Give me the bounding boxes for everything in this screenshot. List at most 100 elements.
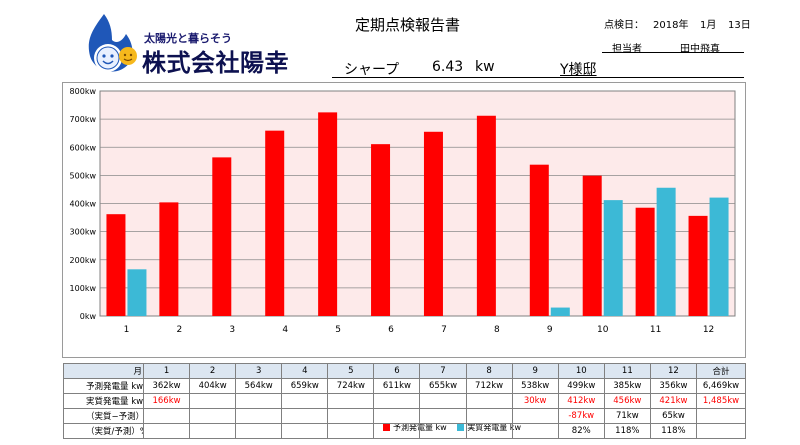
x-tick-label: 2 <box>177 325 183 335</box>
table-cell: 499kw <box>557 378 605 394</box>
table-header-cell: 8 <box>465 363 513 379</box>
y-tick-label: 100kw <box>70 284 97 293</box>
table-row-label: （実質/予測）% <box>63 423 144 439</box>
staff-name: 田中飛真 <box>680 44 720 55</box>
table-header-cell: 2 <box>189 363 237 379</box>
table-cell <box>465 423 513 439</box>
bar-forecast <box>423 131 443 316</box>
table-cell: 655kw <box>419 378 467 394</box>
table-cell <box>696 423 746 439</box>
table-cell <box>419 408 467 424</box>
table-cell <box>142 408 191 424</box>
table-cell: 421kw <box>649 393 698 409</box>
table-row: （実質/予測）% 82% 118% 118% <box>63 423 746 439</box>
table-cell: 404kw <box>189 378 237 394</box>
table-cell: 65kw <box>649 408 698 424</box>
x-tick-label: 3 <box>229 325 235 335</box>
table-header-cell: 合計 <box>696 363 746 379</box>
table-header-cell: 12 <box>649 363 698 379</box>
table-cell: -87kw <box>557 408 605 424</box>
bar-forecast <box>476 115 496 316</box>
table-header-cell: 3 <box>235 363 283 379</box>
table-row: 予測発電量 kw 362kw 404kw 564kw 659kw 724kw 611kw 65… <box>63 378 746 394</box>
y-tick-label: 500kw <box>70 171 97 180</box>
table-cell <box>327 423 375 439</box>
x-tick-label: 4 <box>282 325 288 335</box>
table-cell: 71kw <box>603 408 651 424</box>
table-cell <box>189 408 237 424</box>
x-tick-label: 8 <box>494 325 500 335</box>
table-cell: 712kw <box>465 378 513 394</box>
table-header-cell: 4 <box>281 363 329 379</box>
y-tick-label: 600kw <box>70 143 97 152</box>
y-tick-label: 800kw <box>70 87 97 96</box>
x-tick-label: 11 <box>650 325 661 335</box>
bar-actual <box>656 187 676 316</box>
bar-forecast <box>635 207 655 316</box>
table-header-cell: 10 <box>557 363 605 379</box>
table-cell <box>189 393 237 409</box>
table-cell: 659kw <box>281 378 329 394</box>
table-cell <box>419 393 467 409</box>
page-title: 定期点検報告書 <box>355 16 461 34</box>
table-cell <box>696 408 746 424</box>
table-cell: 362kw <box>142 378 191 394</box>
table-header-cell: 11 <box>603 363 651 379</box>
table-cell: 385kw <box>603 378 651 394</box>
table-cell: 724kw <box>327 378 375 394</box>
x-tick-label: 6 <box>388 325 394 335</box>
table-cell: 538kw <box>511 378 559 394</box>
table-cell <box>327 393 375 409</box>
staff-label: 担当者 <box>612 44 642 55</box>
system-capacity: 6.43 <box>432 59 464 75</box>
inspection-year: 2018年 <box>653 20 689 31</box>
bar-forecast <box>212 157 232 316</box>
table-cell: 166kw <box>142 393 191 409</box>
table-cell: 1,485kw <box>696 393 746 409</box>
panel-maker: シャープ <box>344 62 400 78</box>
bar-forecast <box>688 215 708 316</box>
table-cell <box>373 423 421 439</box>
customer-name: Y様邸 <box>560 62 597 78</box>
table-cell <box>373 408 421 424</box>
table-cell <box>142 423 191 439</box>
x-tick-label: 12 <box>703 325 714 335</box>
sun-mascot-icon <box>88 14 137 72</box>
generation-chart: 0kw 100kw 200kw 300kw 400kw 500kw 600kw 700kw 80… <box>62 82 746 432</box>
table-cell: 611kw <box>373 378 421 394</box>
table-header-cell: 月 <box>63 363 144 379</box>
table-header-row: 月 1 2 3 4 5 6 7 8 9 10 11 12 合計 <box>63 363 746 379</box>
bar-forecast <box>318 112 338 316</box>
table-cell <box>465 408 513 424</box>
bar-forecast <box>106 214 126 316</box>
table-cell <box>235 393 283 409</box>
table-cell <box>189 423 237 439</box>
table-cell: 6,469kw <box>696 378 746 394</box>
capacity-unit: kw <box>475 59 495 75</box>
chart-canvas: 0kw 100kw 200kw 300kw 400kw 500kw 600kw 700kw 80… <box>70 87 736 335</box>
x-tick-label: 1 <box>124 325 130 335</box>
x-tick-label: 9 <box>547 325 553 335</box>
table-cell <box>511 408 559 424</box>
table-header-cell: 7 <box>419 363 467 379</box>
table-cell <box>281 408 329 424</box>
x-tick-label: 5 <box>335 325 341 335</box>
table-cell: 118% <box>649 423 698 439</box>
bar-actual <box>550 307 570 316</box>
bar-forecast <box>582 175 602 316</box>
y-tick-label: 300kw <box>70 228 97 237</box>
summary-table: 月 1 2 3 4 5 6 7 8 9 10 11 12 合計 予測発電量 kw 362kw 404kw 564k… <box>63 363 746 439</box>
bar-actual <box>603 200 623 316</box>
table-row-label: 予測発電量 kw <box>63 378 144 394</box>
table-cell <box>465 393 513 409</box>
bar-actual <box>709 197 729 316</box>
y-tick-label: 200kw <box>70 256 97 265</box>
table-cell: 82% <box>557 423 605 439</box>
table-cell <box>373 393 421 409</box>
table-cell: 564kw <box>235 378 283 394</box>
y-tick-label: 400kw <box>70 200 97 209</box>
x-tick-label: 7 <box>441 325 447 335</box>
table-row: 実質発電量 kw 166kw 30kw 412kw 456kw 421kw 1,485kw <box>63 393 746 409</box>
table-cell <box>235 423 283 439</box>
